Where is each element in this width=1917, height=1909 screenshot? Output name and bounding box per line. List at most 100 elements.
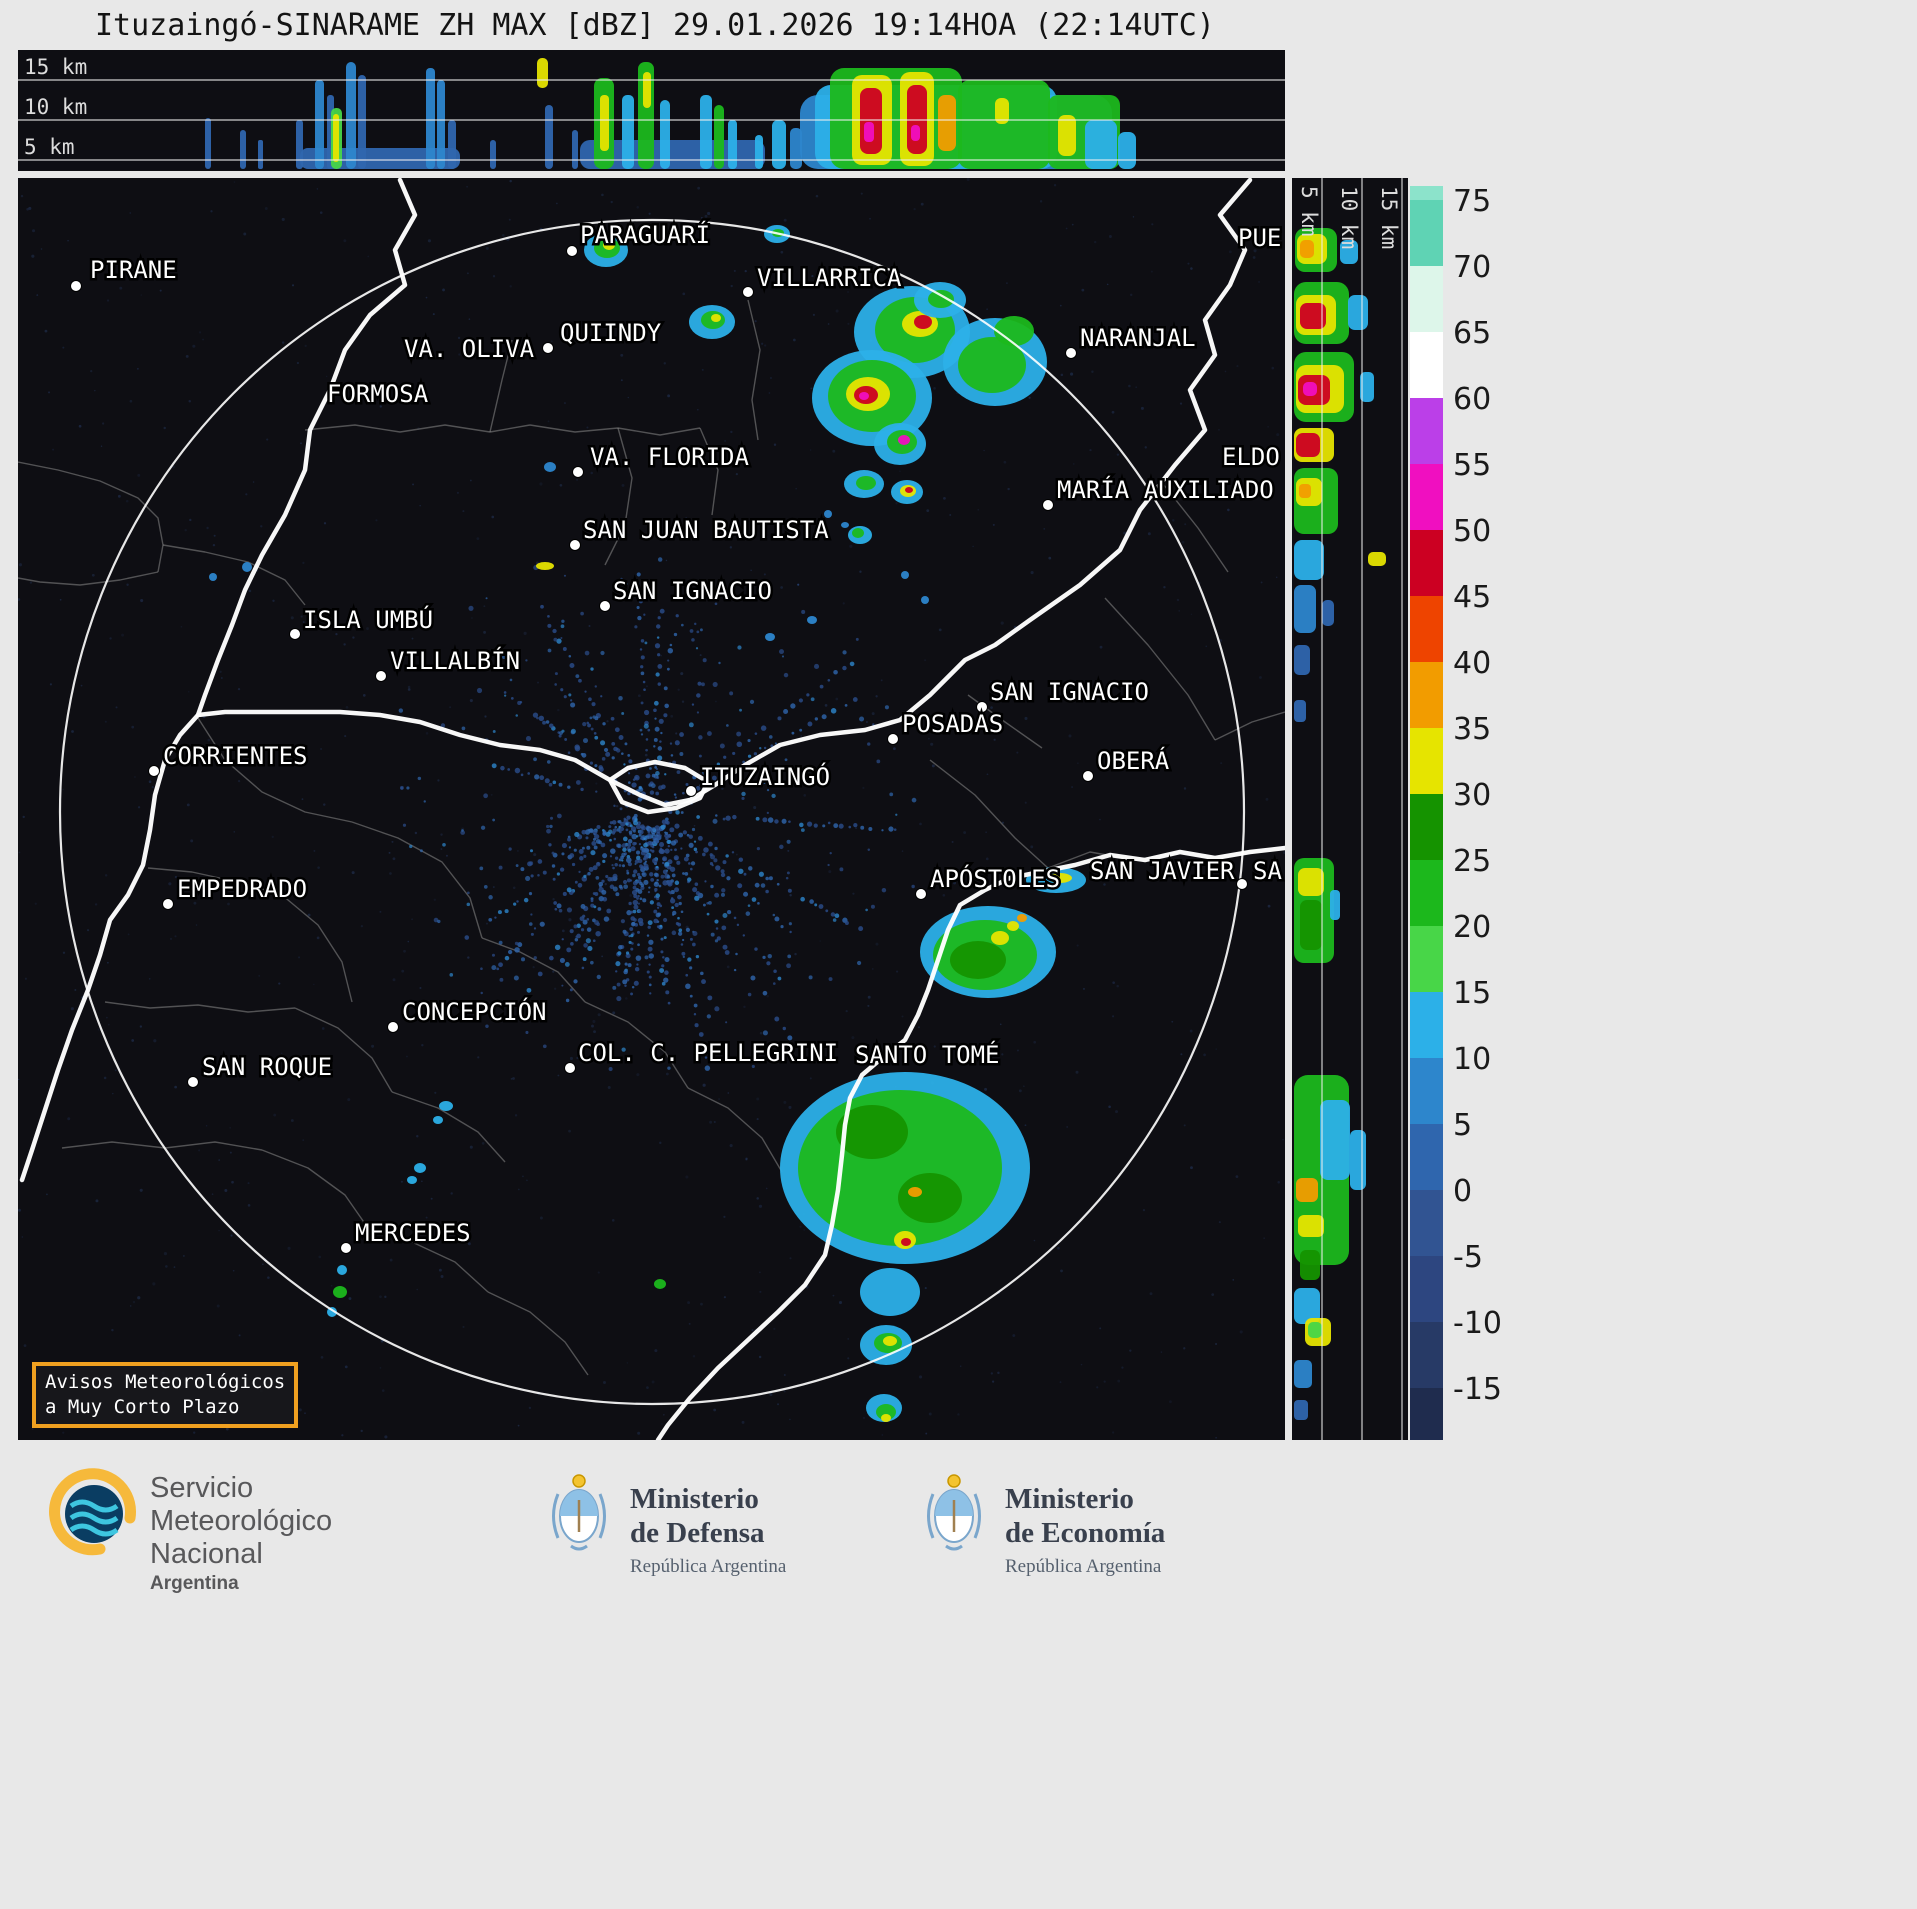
city-dot [976,701,988,713]
rivers [19,178,1285,1440]
city-label: PARAGUARÍ [580,220,710,249]
city-label: NARANJAL [1080,324,1196,352]
city-label: COL. C. PELLEGRINI [578,1039,838,1067]
city-dot [685,785,697,797]
colorbar-band [1410,596,1443,662]
colorbar-band [1410,926,1443,992]
top-cross-section-panel: 15 km 10 km 5 km [18,50,1285,171]
top-height-gridlines [18,79,1285,161]
colorbar-tick-label: 10 [1453,1042,1491,1077]
colorbar-tick-label: 50 [1453,514,1491,549]
city-label: ISLA UMBÚ [303,604,433,634]
right-cross-section-panel: 5 km 10 km 15 km [1292,178,1408,1440]
smn-name: Servicio Meteorológico Nacional [150,1472,332,1571]
city-label: QUIINDY [560,319,662,347]
city-label: SAN IGNACIO [613,577,772,605]
height-label: 15 km [1377,186,1401,249]
smn-country-label: Argentina [150,1573,239,1594]
colorbar-tick-label: 45 [1453,580,1491,615]
colorbar-tick-label: 60 [1453,382,1491,417]
economia-text: Ministerio de Economía República Argenti… [1005,1482,1165,1578]
right-height-gridlines [1321,178,1403,1440]
colorbar-band [1410,1058,1443,1124]
city-label: VILLARRICA [757,264,902,292]
colorbar-tick-label: 70 [1453,250,1491,285]
city-labels: PIRANE PARAGUARÍ VILLARRICA QUIINDY VA. OLIV… [70,218,1285,1254]
smn-name-line: Servicio [150,1472,254,1504]
top-height-labels: 15 km 10 km 5 km [24,55,87,159]
city-dot [1236,878,1248,890]
radar-map-panel: PIRANE PARAGUARÍ VILLARRICA QUIINDY VA. OLIV… [18,178,1285,1440]
city-label: ELDO [1222,443,1280,471]
economia-subtitle: República Argentina [1005,1556,1162,1577]
colorbar-band [1410,794,1443,860]
height-label: 5 km [24,135,75,159]
city-label: ITUZAINGÓ [700,761,830,791]
footer: Servicio Meteorológico Nacional Argentin… [0,1440,1917,1909]
defensa-title-line: de Defensa [630,1517,765,1549]
colorbar-tick-label: 5 [1453,1108,1472,1143]
defensa-text: Ministerio de Defensa República Argentin… [630,1482,786,1578]
page-title: Ituzaingó-SINARAME ZH MAX [dBZ] 29.01.20… [95,8,1215,43]
right-echoes [1294,228,1386,1420]
top-echoes [205,58,1136,169]
city-dot [599,600,611,612]
defensa-title-line: Ministerio [630,1483,759,1515]
city-label: APÓSTOLES [930,863,1060,893]
warning-box: Avisos Meteorológicos a Muy Corto Plazo [32,1362,299,1428]
colorbar-tick-label: 25 [1453,844,1491,879]
colorbar-band [1410,860,1443,926]
city-dot [1042,499,1054,511]
colorbar-band [1410,398,1443,464]
colorbar-tick-label: 75 [1453,184,1491,219]
city-label: SAN ROQUE [202,1053,332,1081]
river [195,178,418,718]
colorbar-tick-label: 20 [1453,910,1491,945]
colorbar-band [1410,200,1443,266]
city-label: SANTO TOMÉ [855,1040,1000,1069]
city-dot [162,898,174,910]
city-label: POSADAS [902,710,1003,738]
colorbar-tick-label: -5 [1453,1240,1483,1275]
background-noise [18,178,1285,1439]
smn-name-line: Meteorológico [150,1505,333,1537]
height-label: 5 km [1297,186,1321,237]
city-dot [566,245,578,257]
economia-title-line: de Economía [1005,1517,1166,1549]
colorbar-band [1410,662,1443,728]
city-label: SAN JUAN BAUTISTA [583,516,829,544]
top-cross-section-plot: 15 km 10 km 5 km [18,55,1285,169]
colorbar-band [1410,530,1443,596]
city-label: MERCEDES [355,1219,471,1247]
city-dot [1065,347,1077,359]
range-ring [58,218,1246,1406]
warning-line-2: a Muy Corto Plazo [45,1396,240,1418]
right-height-labels: 5 km 10 km 15 km [1297,186,1401,249]
river [655,845,1285,1440]
city-label: PUE [1238,224,1281,252]
city-dot [569,539,581,551]
radar-map-plot: PIRANE PARAGUARÍ VILLARRICA QUIINDY VA. OLIV… [18,178,1285,1440]
city-dot [915,888,927,900]
city-dot [564,1062,576,1074]
ground-clutter [398,557,917,1072]
economia-title-line: Ministerio [1005,1483,1134,1515]
colorbar-band [1410,464,1443,530]
city-dot [289,628,301,640]
colorbar-tick-label: 35 [1453,712,1491,747]
city-label: FORMOSA [327,380,429,408]
colorbar-band [1410,1256,1443,1322]
colorbar-tick-label: 0 [1453,1174,1472,1209]
city-dot [387,1021,399,1033]
city-label: CORRIENTES [163,742,308,770]
city-label: SAN IGNACIO [990,678,1149,706]
colorbar-band [1410,1124,1443,1190]
city-dot [340,1242,352,1254]
colorbar-band [1410,728,1443,794]
colorbar-tick-label: -10 [1453,1306,1502,1341]
defensa-subtitle: República Argentina [630,1556,787,1577]
city-dot [572,466,584,478]
city-dot [148,765,160,777]
colorbar-band [1410,1322,1443,1388]
